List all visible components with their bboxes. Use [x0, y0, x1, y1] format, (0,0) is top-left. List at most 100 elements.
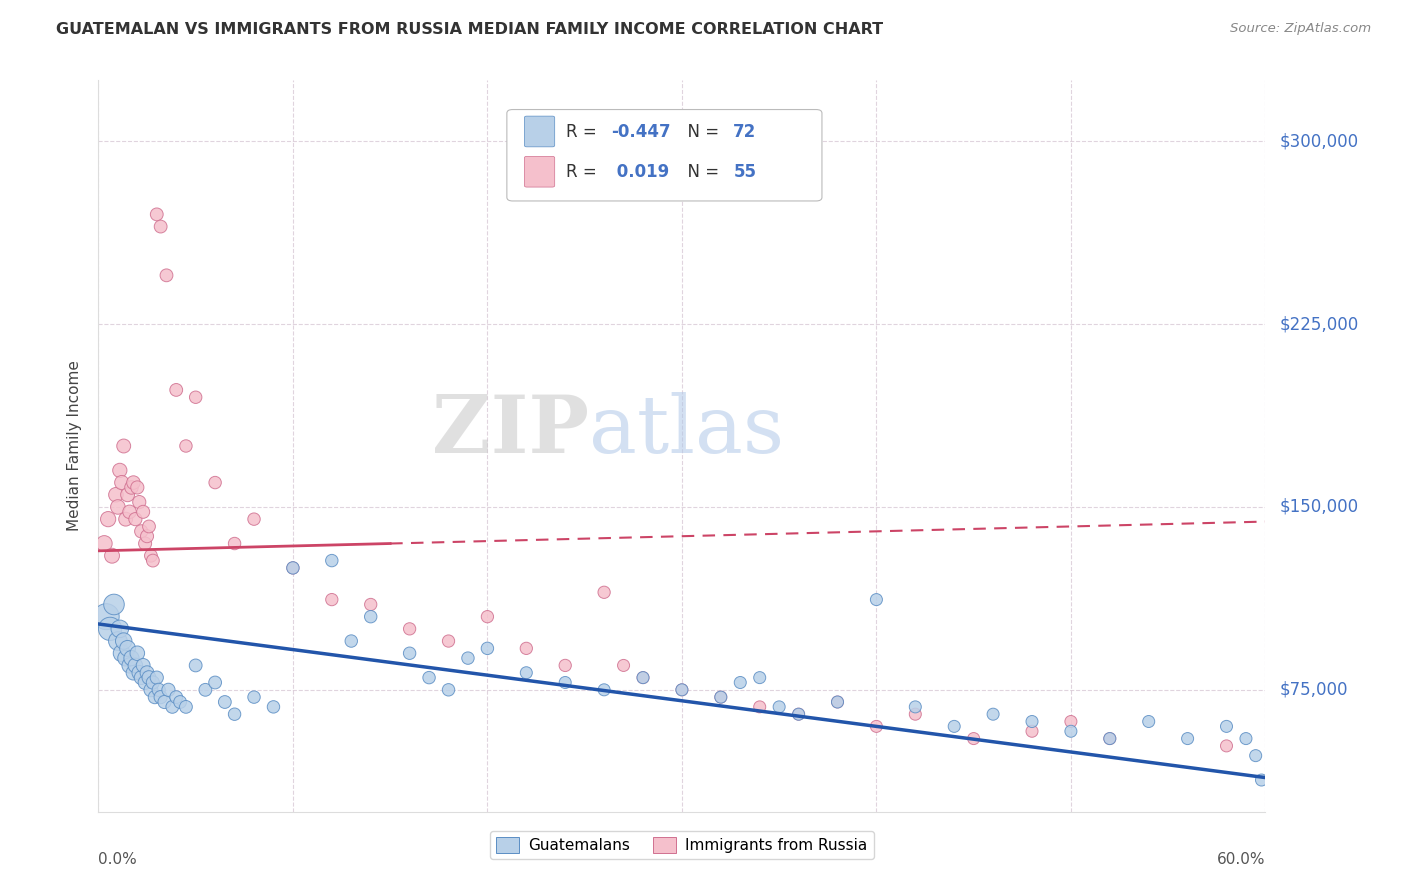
- Point: [136, 665, 159, 680]
- Point: [631, 671, 654, 685]
- Point: [418, 671, 440, 685]
- Point: [224, 707, 246, 722]
- Point: [865, 592, 887, 607]
- Point: [114, 651, 136, 665]
- FancyBboxPatch shape: [508, 110, 823, 201]
- Point: [398, 646, 420, 660]
- Point: [730, 675, 752, 690]
- Point: [631, 671, 654, 685]
- Point: [98, 622, 121, 636]
- Point: [132, 505, 155, 519]
- Point: [768, 699, 790, 714]
- Point: [148, 682, 170, 697]
- Point: [184, 390, 207, 404]
- Point: [787, 707, 810, 722]
- Text: 72: 72: [734, 123, 756, 141]
- Text: atlas: atlas: [589, 392, 783, 470]
- Point: [117, 641, 139, 656]
- Text: 0.0%: 0.0%: [98, 852, 138, 867]
- Point: [153, 695, 176, 709]
- Point: [146, 207, 169, 221]
- Point: [112, 634, 135, 648]
- Point: [134, 536, 156, 550]
- Legend: Guatemalans, Immigrants from Russia: Guatemalans, Immigrants from Russia: [491, 830, 873, 859]
- Point: [121, 480, 143, 494]
- Point: [101, 549, 124, 563]
- Point: [554, 675, 576, 690]
- Point: [477, 609, 499, 624]
- Point: [340, 634, 363, 648]
- Point: [281, 561, 304, 575]
- Point: [138, 671, 160, 685]
- Point: [865, 719, 887, 733]
- Point: [360, 598, 382, 612]
- Point: [114, 512, 136, 526]
- Point: [962, 731, 984, 746]
- Point: [262, 699, 284, 714]
- Point: [112, 439, 135, 453]
- Point: [108, 463, 131, 477]
- Point: [748, 699, 770, 714]
- Text: 60.0%: 60.0%: [1218, 852, 1265, 867]
- Point: [118, 505, 141, 519]
- Point: [134, 675, 156, 690]
- Point: [515, 665, 537, 680]
- Point: [1098, 731, 1121, 746]
- Point: [129, 671, 152, 685]
- Point: [1234, 731, 1257, 746]
- Text: Source: ZipAtlas.com: Source: ZipAtlas.com: [1230, 22, 1371, 36]
- Text: $75,000: $75,000: [1279, 681, 1348, 698]
- Point: [671, 682, 693, 697]
- Point: [139, 682, 162, 697]
- Point: [981, 707, 1004, 722]
- Point: [671, 682, 693, 697]
- Point: [321, 592, 343, 607]
- Point: [146, 671, 169, 685]
- Point: [204, 475, 226, 490]
- Point: [121, 651, 143, 665]
- Y-axis label: Median Family Income: Median Family Income: [67, 360, 83, 532]
- Point: [787, 707, 810, 722]
- Point: [224, 536, 246, 550]
- Point: [157, 682, 180, 697]
- Point: [710, 690, 733, 705]
- Point: [107, 500, 129, 514]
- Point: [127, 646, 149, 660]
- Point: [398, 622, 420, 636]
- Point: [143, 690, 166, 705]
- Point: [1137, 714, 1160, 729]
- Point: [128, 495, 150, 509]
- Point: [243, 512, 266, 526]
- Point: [827, 695, 849, 709]
- Point: [214, 695, 236, 709]
- Point: [1215, 739, 1237, 753]
- Text: ZIP: ZIP: [432, 392, 589, 470]
- Point: [457, 651, 479, 665]
- Point: [281, 561, 304, 575]
- Point: [174, 699, 197, 714]
- Point: [118, 658, 141, 673]
- Point: [138, 519, 160, 533]
- Point: [1177, 731, 1199, 746]
- Text: 0.019: 0.019: [610, 163, 669, 181]
- Point: [129, 524, 152, 539]
- Point: [1021, 714, 1043, 729]
- Point: [1244, 748, 1267, 763]
- Point: [515, 641, 537, 656]
- Point: [155, 268, 177, 283]
- Point: [111, 646, 134, 660]
- Point: [437, 634, 460, 648]
- Text: N =: N =: [678, 123, 724, 141]
- Text: R =: R =: [567, 163, 602, 181]
- Point: [437, 682, 460, 697]
- Point: [122, 665, 145, 680]
- Text: $150,000: $150,000: [1279, 498, 1358, 516]
- Point: [108, 622, 131, 636]
- Text: -0.447: -0.447: [610, 123, 671, 141]
- Point: [1215, 719, 1237, 733]
- FancyBboxPatch shape: [524, 116, 555, 147]
- Point: [904, 707, 927, 722]
- Point: [117, 488, 139, 502]
- Point: [124, 658, 146, 673]
- Point: [748, 671, 770, 685]
